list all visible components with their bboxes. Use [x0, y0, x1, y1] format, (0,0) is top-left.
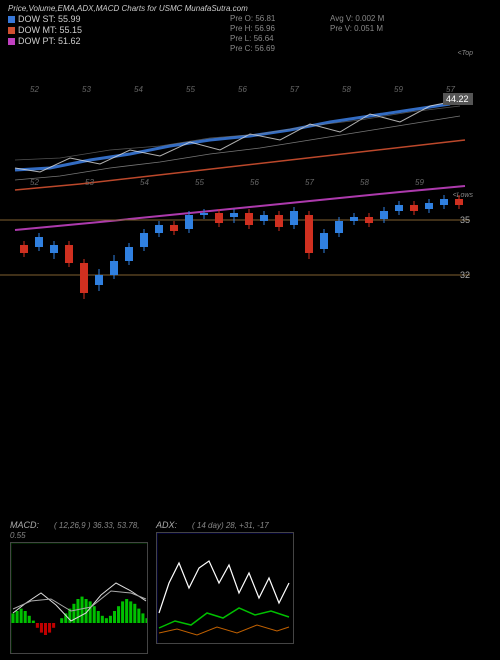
- svg-text:44.22: 44.22: [446, 94, 469, 104]
- macd-svg: [10, 542, 148, 654]
- sub-charts: MACD: ( 12,26,9 ) 36.33, 53.78, 0.55 ADX…: [10, 520, 294, 650]
- svg-text:58: 58: [342, 85, 351, 94]
- svg-text:54: 54: [140, 178, 149, 187]
- header: Price,Volume,EMA,ADX,MACD Charts for USM…: [0, 0, 500, 40]
- chart-title: Price,Volume,EMA,ADX,MACD Charts for USM…: [8, 4, 492, 13]
- svg-text:57: 57: [446, 85, 455, 94]
- svg-text:54: 54: [134, 85, 143, 94]
- svg-text:53: 53: [85, 178, 94, 187]
- svg-text:58: 58: [360, 178, 369, 187]
- adx-chart: ADX: ( 14 day) 28, +31, -17: [156, 520, 294, 650]
- svg-text:53: 53: [82, 85, 91, 94]
- svg-text:35: 35: [460, 215, 470, 225]
- svg-text:59: 59: [394, 85, 403, 94]
- adx-label: ADX:: [156, 520, 177, 530]
- avg-info: Avg V: 0.002 MPre V: 0.051 M: [330, 14, 384, 34]
- svg-text:57: 57: [305, 178, 314, 187]
- svg-text:56: 56: [250, 178, 259, 187]
- legend-item: DOW ST: 55.99: [8, 14, 82, 25]
- candle-svg: 35 32 52 53 54 55 56 57 58 59: [0, 175, 475, 325]
- svg-text:56: 56: [238, 85, 247, 94]
- svg-text:55: 55: [186, 85, 195, 94]
- adx-svg: [156, 532, 294, 644]
- svg-text:59: 59: [415, 178, 424, 187]
- svg-text:32: 32: [460, 270, 470, 280]
- top-label: <Top: [457, 50, 473, 57]
- adx-params: ( 14 day) 28, +31, -17: [192, 521, 269, 530]
- svg-text:52: 52: [30, 85, 39, 94]
- legend-item: DOW MT: 55.15: [8, 25, 82, 36]
- candle-chart: 35 32 52 53 54 55 56 57 58 59: [0, 175, 475, 325]
- macd-label: MACD:: [10, 520, 39, 530]
- svg-text:55: 55: [195, 178, 204, 187]
- svg-text:57: 57: [290, 85, 299, 94]
- macd-chart: MACD: ( 12,26,9 ) 36.33, 53.78, 0.55: [10, 520, 148, 650]
- svg-text:52: 52: [30, 178, 39, 187]
